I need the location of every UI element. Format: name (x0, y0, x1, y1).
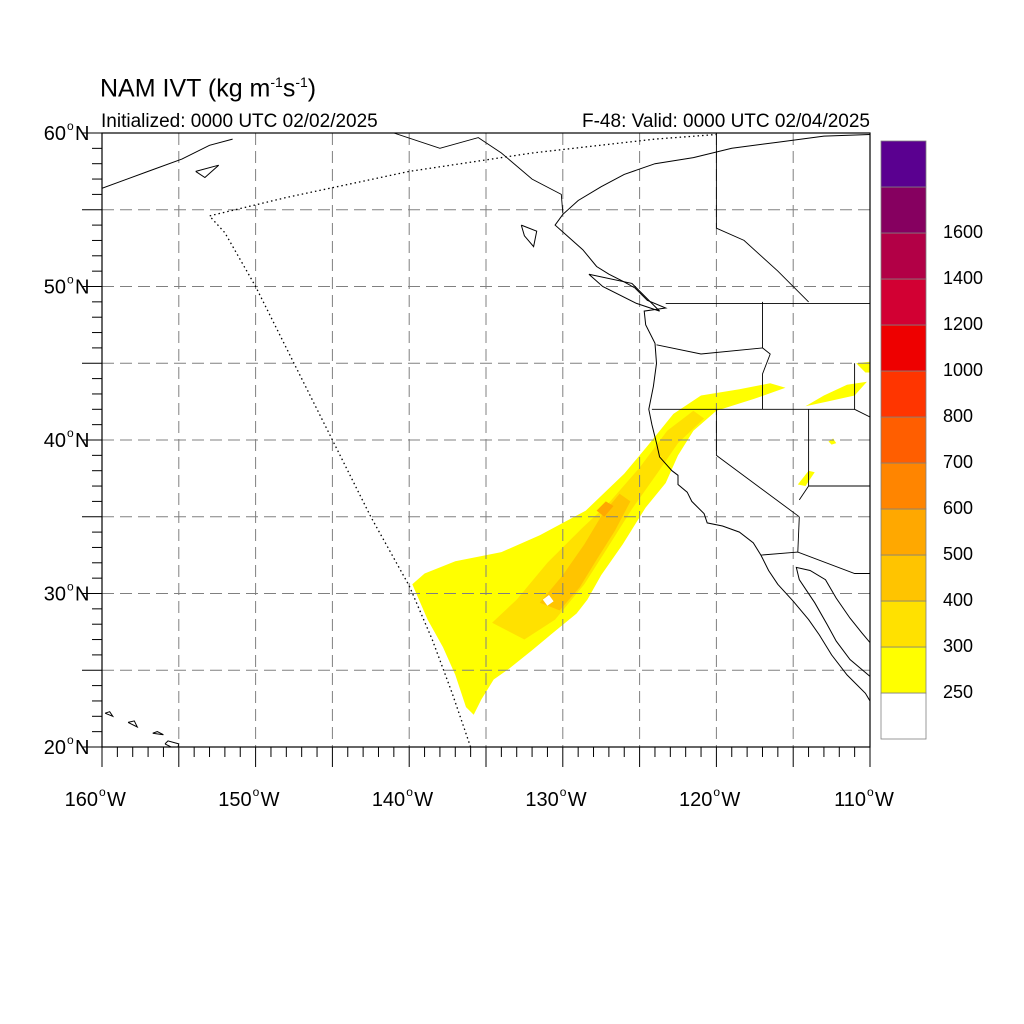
lat-label: 40 (44, 430, 66, 452)
political-border (656, 344, 763, 355)
colorbar-box (880, 462, 927, 510)
colorbar-box (880, 600, 927, 648)
ivt-gap (542, 595, 554, 606)
island-outline (588, 273, 660, 312)
lat-hemisphere: N (75, 737, 89, 759)
colorbar-box (880, 324, 927, 372)
island-outline (102, 138, 233, 189)
colorbar-box (880, 140, 927, 188)
lon-label: 110 (834, 789, 866, 811)
lat-hemisphere: N (75, 584, 89, 606)
colorbar-label: 250 (943, 682, 973, 702)
lat-label: 60 (44, 123, 66, 145)
initialized-time: Initialized: 0000 UTC 02/02/2025 (101, 111, 378, 132)
colorbar-label: 400 (943, 590, 973, 610)
lon-hemisphere: W (261, 789, 280, 811)
lon-label: 120 (679, 789, 712, 811)
degree-symbol: o (67, 426, 74, 440)
colorbar-box (880, 646, 927, 694)
colorbar-box (880, 554, 927, 602)
colorbar-label: 800 (943, 406, 973, 426)
lon-hemisphere: W (721, 789, 740, 811)
island-outline (152, 731, 164, 736)
lon-hemisphere: W (568, 789, 587, 811)
map-outlines (102, 133, 870, 747)
degree-symbol: o (560, 785, 567, 799)
ivt-region-500-600 (596, 501, 614, 517)
colorbar-label: 1000 (943, 360, 983, 380)
colorbar-label: 300 (943, 636, 973, 656)
colorbar-label: 1600 (943, 222, 983, 242)
lon-label: 160 (65, 789, 98, 811)
political-border (715, 409, 800, 518)
coastline (554, 134, 870, 702)
lon-hemisphere: W (107, 789, 126, 811)
colorbar-label: 1400 (943, 268, 983, 288)
ivt-patch (828, 438, 837, 445)
colorbar-label: 1200 (943, 314, 983, 334)
degree-symbol: o (713, 785, 720, 799)
political-border (797, 516, 800, 553)
colorbar-box (880, 370, 927, 418)
political-border (762, 301, 771, 410)
island-outline (520, 224, 538, 248)
colorbar-box (880, 416, 927, 464)
lon-label: 130 (525, 789, 558, 811)
colorbar-label: 700 (943, 452, 973, 472)
degree-symbol: o (253, 785, 260, 799)
ivt-region-400-500 (539, 493, 631, 611)
degree-symbol: o (67, 580, 74, 594)
ivt-patch (797, 470, 815, 486)
lat-hemisphere: N (75, 430, 89, 452)
island-outline (195, 164, 220, 179)
colorbar-box (880, 232, 927, 280)
lon-hemisphere: W (875, 789, 894, 811)
political-border (715, 133, 809, 303)
degree-symbol: o (99, 785, 106, 799)
coastline-gulf (795, 566, 870, 677)
lon-label: 140 (372, 789, 405, 811)
lat-label: 50 (44, 277, 66, 299)
colorbar-box (880, 692, 927, 740)
political-border (798, 409, 810, 501)
lat-label: 20 (44, 737, 66, 759)
map-title: NAM IVT (kg m-1s-1) (100, 74, 317, 103)
island-outline (127, 720, 139, 729)
degree-symbol: o (67, 273, 74, 287)
lat-hemisphere: N (75, 123, 89, 145)
lat-hemisphere: N (75, 277, 89, 299)
degree-symbol: o (67, 119, 74, 133)
colorbar-box (880, 508, 927, 556)
colorbar-box (880, 186, 927, 234)
colorbar: 250 300 400 500 600 700 800 1000 1200 1400 1600 (880, 140, 983, 740)
colorbar-label: 500 (943, 544, 973, 564)
colorbar-label: 600 (943, 498, 973, 518)
degree-symbol: o (867, 785, 874, 799)
island-outline (164, 740, 180, 747)
degree-symbol: o (67, 733, 74, 747)
lon-label: 150 (218, 789, 251, 811)
ivt-patch (805, 381, 867, 407)
island-outline (104, 711, 115, 718)
ivt-fill-layer (412, 361, 870, 715)
lon-hemisphere: W (414, 789, 433, 811)
political-border (760, 551, 870, 574)
political-border (854, 363, 870, 418)
lat-label: 30 (44, 584, 66, 606)
model-domain-boundary (208, 133, 717, 747)
political-border (393, 133, 564, 213)
valid-time: F-48: Valid: 0000 UTC 02/04/2025 (582, 111, 870, 132)
colorbar-box (880, 278, 927, 326)
degree-symbol: o (406, 785, 413, 799)
ivt-patch (856, 361, 870, 373)
axis-ticks (82, 132, 871, 767)
